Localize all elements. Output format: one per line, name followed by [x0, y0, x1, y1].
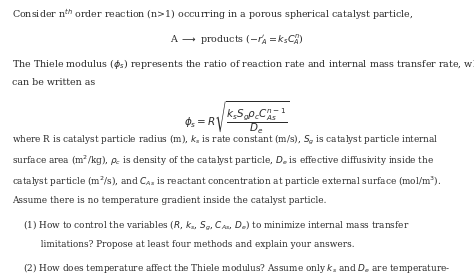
Text: Assume there is no temperature gradient inside the catalyst particle.: Assume there is no temperature gradient … [12, 196, 327, 205]
Text: A $\longrightarrow$ products ($-r_{A}^{\prime}=k_{s}C_{A}^{n}$): A $\longrightarrow$ products ($-r_{A}^{\… [170, 32, 304, 47]
Text: can be written as: can be written as [12, 78, 95, 87]
Text: catalyst particle (m$^{2}$/s), and $C_{As}$ is reactant concentration at particl: catalyst particle (m$^{2}$/s), and $C_{A… [12, 175, 441, 189]
Text: (2) How does temperature affect the Thiele modulus? Assume only $k_{s}$ and $D_{: (2) How does temperature affect the Thie… [12, 261, 450, 275]
Text: limitations? Propose at least four methods and explain your answers.: limitations? Propose at least four metho… [12, 240, 355, 249]
Text: $\phi_{s}=R\sqrt{\dfrac{k_{s}S_{g}\rho_{c}C_{As}^{n-1}}{D_{e}}}$: $\phi_{s}=R\sqrt{\dfrac{k_{s}S_{g}\rho_{… [184, 99, 290, 136]
Text: (1) How to control the variables ($R$, $k_{s}$, $S_{g}$, $C_{As}$, $D_{e}$) to m: (1) How to control the variables ($R$, $… [12, 219, 409, 233]
Text: where R is catalyst particle radius (m), $k_{s}$ is rate constant (m/s), $S_{g}$: where R is catalyst particle radius (m),… [12, 133, 438, 147]
Text: Consider n$^{th}$ order reaction (n>1) occurring in a porous spherical catalyst : Consider n$^{th}$ order reaction (n>1) o… [12, 7, 413, 22]
Text: The Thiele modulus ($\phi_{s}$) represents the ratio of reaction rate and intern: The Thiele modulus ($\phi_{s}$) represen… [12, 57, 474, 71]
Text: surface area (m$^{2}$/kg), $\rho_{c}$ is density of the catalyst particle, $D_{e: surface area (m$^{2}$/kg), $\rho_{c}$ is… [12, 154, 434, 168]
